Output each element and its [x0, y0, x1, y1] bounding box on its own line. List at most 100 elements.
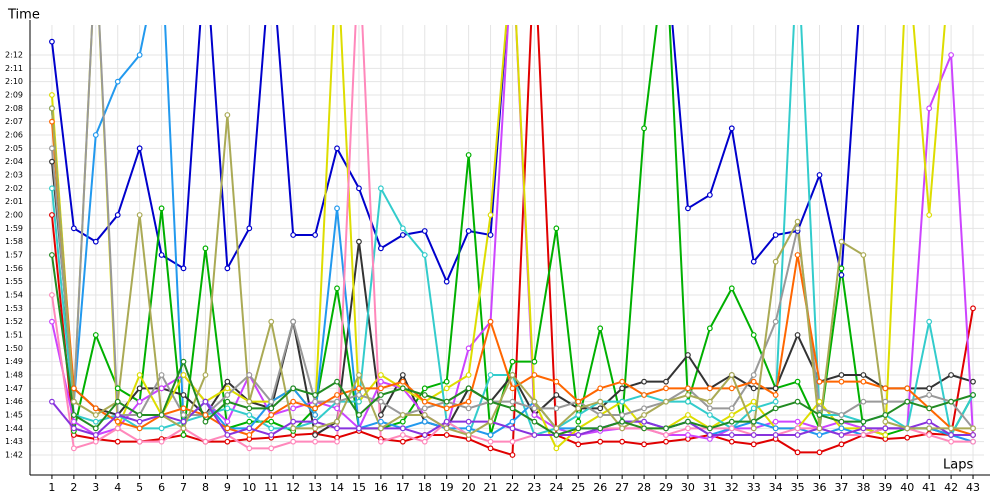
x-tick-label: 28: [637, 481, 651, 494]
point: [487, 438, 494, 445]
y-tick-label: 2:04: [5, 157, 23, 166]
point: [553, 225, 560, 232]
point: [114, 398, 121, 405]
point: [531, 358, 538, 365]
x-tick-label: 14: [330, 481, 344, 494]
point: [136, 212, 143, 218]
point: [268, 425, 275, 432]
point: [49, 145, 55, 152]
point: [728, 432, 735, 438]
x-tick-label: 20: [462, 481, 476, 494]
point: [794, 252, 801, 258]
point: [531, 398, 538, 405]
point: [290, 385, 297, 392]
point: [465, 398, 472, 405]
x-tick-label: 17: [396, 481, 410, 494]
point: [816, 378, 823, 385]
y-tick-label: 1:46: [5, 397, 23, 406]
point: [553, 445, 560, 452]
point: [619, 385, 626, 392]
point: [487, 432, 494, 438]
y-tick-label: 1:44: [5, 424, 23, 433]
point: [180, 358, 187, 365]
point: [334, 418, 340, 425]
point: [728, 405, 735, 412]
x-tick-label: 34: [769, 481, 783, 494]
y-tick-label: 2:10: [5, 77, 23, 86]
point: [377, 398, 384, 405]
x-tick-label: 26: [593, 481, 607, 494]
point: [750, 418, 757, 425]
point: [377, 378, 384, 385]
point: [685, 398, 691, 405]
x-tick-label: 15: [352, 481, 366, 494]
point: [443, 418, 450, 425]
point: [158, 252, 165, 258]
point: [772, 392, 779, 398]
point: [641, 392, 647, 398]
x-tick-label: 36: [813, 481, 827, 494]
point: [334, 205, 340, 212]
point: [114, 385, 121, 392]
point: [421, 252, 428, 258]
y-tick-label: 1:47: [5, 384, 23, 393]
y-tick-label: 1:54: [5, 291, 23, 300]
point: [136, 52, 143, 58]
point: [268, 398, 275, 405]
point: [224, 392, 231, 398]
point: [202, 245, 209, 252]
point: [290, 425, 297, 432]
point: [509, 398, 516, 405]
point: [421, 412, 428, 418]
point: [750, 432, 757, 438]
point: [465, 385, 472, 392]
x-tick-label: 5: [136, 481, 143, 494]
point: [685, 205, 691, 212]
point: [334, 378, 340, 385]
point: [706, 192, 713, 198]
x-tick-label: 39: [878, 481, 892, 494]
point: [465, 405, 472, 412]
point: [334, 438, 340, 445]
y-axis-label: Time: [7, 8, 40, 23]
point: [926, 105, 933, 112]
y-tick-label: 1:43: [5, 437, 23, 446]
point: [728, 285, 735, 292]
point: [356, 398, 362, 405]
y-tick-label: 1:51: [5, 331, 23, 340]
point: [49, 398, 55, 405]
point: [641, 418, 647, 425]
point: [465, 425, 472, 432]
point: [49, 38, 55, 45]
point: [49, 292, 55, 298]
point: [663, 432, 669, 438]
x-tick-label: 3: [92, 481, 99, 494]
point: [136, 385, 143, 392]
point: [70, 385, 77, 392]
y-tick-label: 2:00: [5, 211, 23, 220]
point: [728, 125, 735, 132]
point: [70, 425, 77, 432]
point: [224, 438, 231, 445]
point: [268, 445, 275, 452]
x-tick-label: 18: [418, 481, 432, 494]
point: [948, 425, 955, 432]
point: [180, 405, 187, 412]
point: [487, 372, 494, 378]
point: [246, 412, 253, 418]
y-tick-label: 1:58: [5, 237, 23, 246]
point: [465, 152, 472, 158]
point: [750, 258, 757, 265]
x-tick-label: 4: [114, 481, 121, 494]
point: [70, 412, 77, 418]
point: [641, 425, 647, 432]
x-tick-label: 33: [747, 481, 761, 494]
point: [597, 425, 604, 432]
point: [268, 318, 275, 325]
point: [465, 372, 472, 378]
point: [838, 378, 845, 385]
point: [816, 412, 823, 418]
point: [180, 418, 187, 425]
point: [794, 425, 801, 432]
point: [575, 432, 582, 438]
